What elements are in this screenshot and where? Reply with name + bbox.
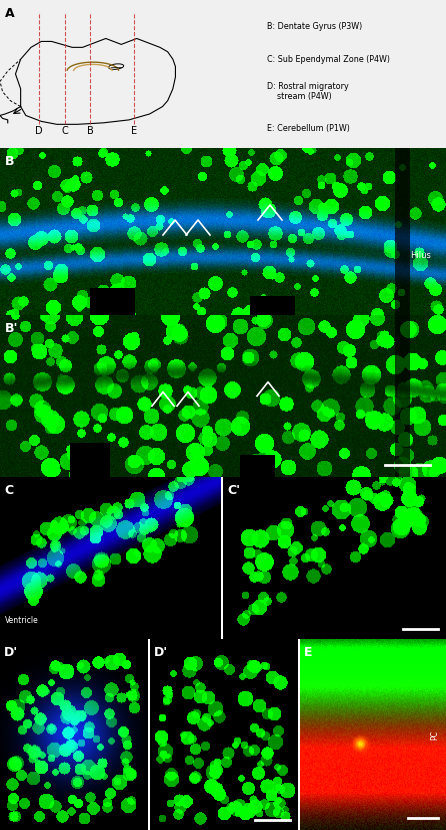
Text: Ventricle: Ventricle [5,616,39,625]
Text: C: Sub Ependymal Zone (P4W): C: Sub Ependymal Zone (P4W) [268,55,390,64]
Text: A: A [5,7,15,21]
Text: C: C [61,126,68,136]
Text: B: Dentate Gyrus (P3W): B: Dentate Gyrus (P3W) [268,22,363,32]
Text: D: D [35,126,42,136]
Text: D: Rostral migratory
    stream (P4W): D: Rostral migratory stream (P4W) [268,82,349,101]
Text: C': C' [227,484,240,497]
Text: D': D' [4,646,18,659]
Text: E: Cerebellum (P1W): E: Cerebellum (P1W) [268,124,350,134]
Text: B: B [87,126,94,136]
Text: B': B' [5,322,18,335]
Text: D': D' [154,646,168,659]
Text: C: C [4,484,13,497]
Text: PC: PC [430,730,439,740]
Text: Hilus: Hilus [410,251,431,260]
Text: E: E [304,646,313,659]
Text: B: B [5,155,15,168]
Text: E: E [131,126,137,136]
